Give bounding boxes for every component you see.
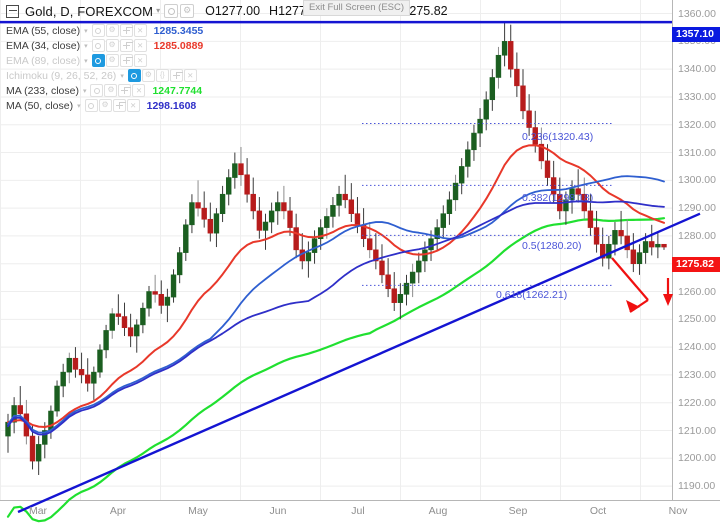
visibility-eye-icon[interactable] xyxy=(164,4,179,18)
price-tick: 1200.00 xyxy=(678,452,716,465)
chevron-down-icon[interactable]: ▾ xyxy=(82,87,87,95)
time-tick: Jun xyxy=(269,505,287,517)
price-badge: 1357.10 xyxy=(672,27,720,42)
indicator-name: MA (233, close) xyxy=(6,84,79,97)
chevron-down-icon[interactable]: ▾ xyxy=(120,72,124,80)
indicator-name: EMA (55, close) xyxy=(6,24,81,37)
price-tick: 1190.00 xyxy=(678,480,716,493)
ohlc-o: O1277.00 xyxy=(205,4,261,18)
move-icon[interactable] xyxy=(169,69,183,82)
gear-icon[interactable] xyxy=(141,69,155,82)
indicator-value: 1298.1608 xyxy=(146,99,197,112)
price-tick: 1360.00 xyxy=(678,7,716,20)
time-tick: Jul xyxy=(351,505,365,517)
indicator-name: MA (50, close) xyxy=(6,99,74,112)
price-tick: 1220.00 xyxy=(678,396,716,409)
eye-icon[interactable] xyxy=(90,84,104,97)
legend-row[interactable]: EMA (55, close)▾ 1285.3455 xyxy=(6,23,203,38)
eye-icon[interactable] xyxy=(127,69,141,82)
close-icon[interactable] xyxy=(133,54,147,67)
chevron-down-icon[interactable]: ▾ xyxy=(84,27,88,35)
symbol-title: Gold, D, FOREXCOM xyxy=(25,3,154,19)
price-tick: 1310.00 xyxy=(678,146,716,159)
time-tick: Apr xyxy=(109,505,127,517)
price-tick: 1290.00 xyxy=(678,202,716,215)
price-tick: 1280.00 xyxy=(678,229,716,242)
legend-row[interactable]: EMA (89, close) ▾ xyxy=(6,53,203,68)
symbol-dropdown-caret[interactable]: ▾ xyxy=(156,6,161,15)
time-tick: May xyxy=(188,505,208,517)
price-tick: 1340.00 xyxy=(678,63,716,76)
indicator-name: EMA (89, close) xyxy=(6,54,81,67)
time-tick: Aug xyxy=(428,505,448,517)
chevron-down-icon[interactable]: ▾ xyxy=(84,42,88,50)
eye-icon[interactable] xyxy=(91,39,105,52)
chevron-down-icon[interactable]: ▾ xyxy=(77,102,81,110)
gear-icon[interactable] xyxy=(104,84,118,97)
move-icon[interactable] xyxy=(112,99,126,112)
price-tick: 1330.00 xyxy=(678,90,716,103)
price-badge: 1275.82 xyxy=(672,257,720,272)
price-axis[interactable]: 1360.001350.001340.001330.001320.001310.… xyxy=(672,0,720,500)
price-tick: 1320.00 xyxy=(678,118,716,131)
price-tick: 1210.00 xyxy=(678,424,716,437)
time-tick: Nov xyxy=(668,505,688,517)
indicator-name: Ichimoku (9, 26, 52, 26) xyxy=(6,69,117,82)
time-tick: Mar xyxy=(28,505,48,517)
time-tick: Sep xyxy=(508,505,528,517)
move-icon[interactable] xyxy=(118,84,132,97)
eye-icon[interactable] xyxy=(84,99,98,112)
legend-row[interactable]: EMA (34, close)▾ 1285.0889 xyxy=(6,38,203,53)
gear-icon[interactable] xyxy=(98,99,112,112)
legend-row[interactable]: MA (233, close)▾ 1247.7744 xyxy=(6,83,203,98)
time-axis[interactable]: Mar Apr May Jun Jul Aug Sep Oct Nov xyxy=(0,500,720,523)
eye-icon[interactable] xyxy=(91,54,105,67)
fibonacci-label: 0.618(1262.21) xyxy=(496,289,568,301)
legend-row[interactable]: Ichimoku (9, 26, 52, 26) ▾ xyxy=(6,68,203,83)
indicator-value: 1247.7744 xyxy=(152,84,203,97)
gear-icon[interactable] xyxy=(105,24,119,37)
settings-gear-icon[interactable] xyxy=(180,4,195,18)
close-icon[interactable] xyxy=(133,39,147,52)
close-icon[interactable] xyxy=(183,69,197,82)
price-tick: 1300.00 xyxy=(678,174,716,187)
gear-icon[interactable] xyxy=(105,54,119,67)
close-icon[interactable] xyxy=(133,24,147,37)
exit-fullscreen-tooltip: Exit Full Screen (ESC) xyxy=(303,0,411,16)
legend-row[interactable]: MA (50, close)▾ 1298.1608 xyxy=(6,98,203,113)
price-tick: 1250.00 xyxy=(678,313,716,326)
fibonacci-label: 0.382(1298.18) xyxy=(522,192,594,204)
close-icon[interactable] xyxy=(132,84,146,97)
move-icon[interactable] xyxy=(119,54,133,67)
indicator-value: 1285.0889 xyxy=(153,39,204,52)
eye-icon[interactable] xyxy=(91,24,105,37)
close-icon[interactable] xyxy=(126,99,140,112)
price-tick: 1230.00 xyxy=(678,368,716,381)
time-tick: Oct xyxy=(589,505,607,517)
move-icon[interactable] xyxy=(119,24,133,37)
collapse-icon[interactable] xyxy=(6,4,19,18)
move-icon[interactable] xyxy=(119,39,133,52)
fibonacci-label: 0.5(1280.20) xyxy=(522,240,582,252)
gear-icon[interactable] xyxy=(105,39,119,52)
fibonacci-label: 0.236(1320.43) xyxy=(522,131,594,143)
source-brace-icon[interactable] xyxy=(155,69,169,82)
chevron-down-icon[interactable]: ▾ xyxy=(84,57,88,65)
price-tick: 1240.00 xyxy=(678,341,716,354)
price-tick: 1260.00 xyxy=(678,285,716,298)
indicator-value: 1285.3455 xyxy=(153,24,204,37)
indicator-name: EMA (34, close) xyxy=(6,39,81,52)
